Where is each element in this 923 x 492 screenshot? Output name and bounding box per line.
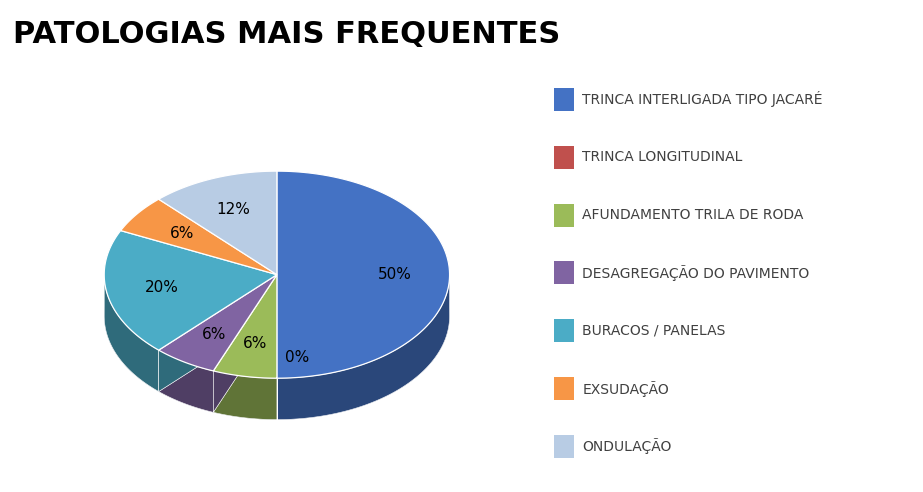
Text: EXSUDAÇÃO: EXSUDAÇÃO [582,381,669,397]
Text: TRINCA LONGITUDINAL: TRINCA LONGITUDINAL [582,150,743,164]
Text: DESAGREGAÇÃO DO PAVIMENTO: DESAGREGAÇÃO DO PAVIMENTO [582,265,809,281]
Bar [554,377,573,400]
Text: 12%: 12% [217,202,251,216]
Bar [554,146,573,169]
Polygon shape [159,275,277,392]
Polygon shape [277,171,450,378]
Polygon shape [159,350,213,412]
Polygon shape [159,275,277,371]
Polygon shape [213,275,277,412]
Polygon shape [104,231,277,350]
Text: ONDULAÇÃO: ONDULAÇÃO [582,438,672,455]
Text: 20%: 20% [145,280,178,295]
Polygon shape [213,275,277,378]
Bar [554,261,573,284]
Bar [554,204,573,227]
Polygon shape [277,275,450,420]
Bar [554,319,573,342]
Text: PATOLOGIAS MAIS FREQUENTES: PATOLOGIAS MAIS FREQUENTES [13,20,559,49]
Text: 50%: 50% [378,267,412,282]
Polygon shape [213,275,277,412]
Text: TRINCA INTERLIGADA TIPO JACARÉ: TRINCA INTERLIGADA TIPO JACARÉ [582,92,822,107]
Text: 6%: 6% [170,226,194,241]
Polygon shape [104,275,159,392]
Polygon shape [159,275,277,392]
Polygon shape [159,171,277,275]
Polygon shape [121,199,277,275]
Text: AFUNDAMENTO TRILA DE RODA: AFUNDAMENTO TRILA DE RODA [582,208,804,222]
Text: 0%: 0% [285,350,310,365]
Bar [554,435,573,458]
Polygon shape [213,371,277,420]
Polygon shape [104,213,450,420]
Text: 6%: 6% [243,337,267,351]
Bar [554,88,573,111]
Text: BURACOS / PANELAS: BURACOS / PANELAS [582,324,725,338]
Text: 6%: 6% [202,327,226,341]
